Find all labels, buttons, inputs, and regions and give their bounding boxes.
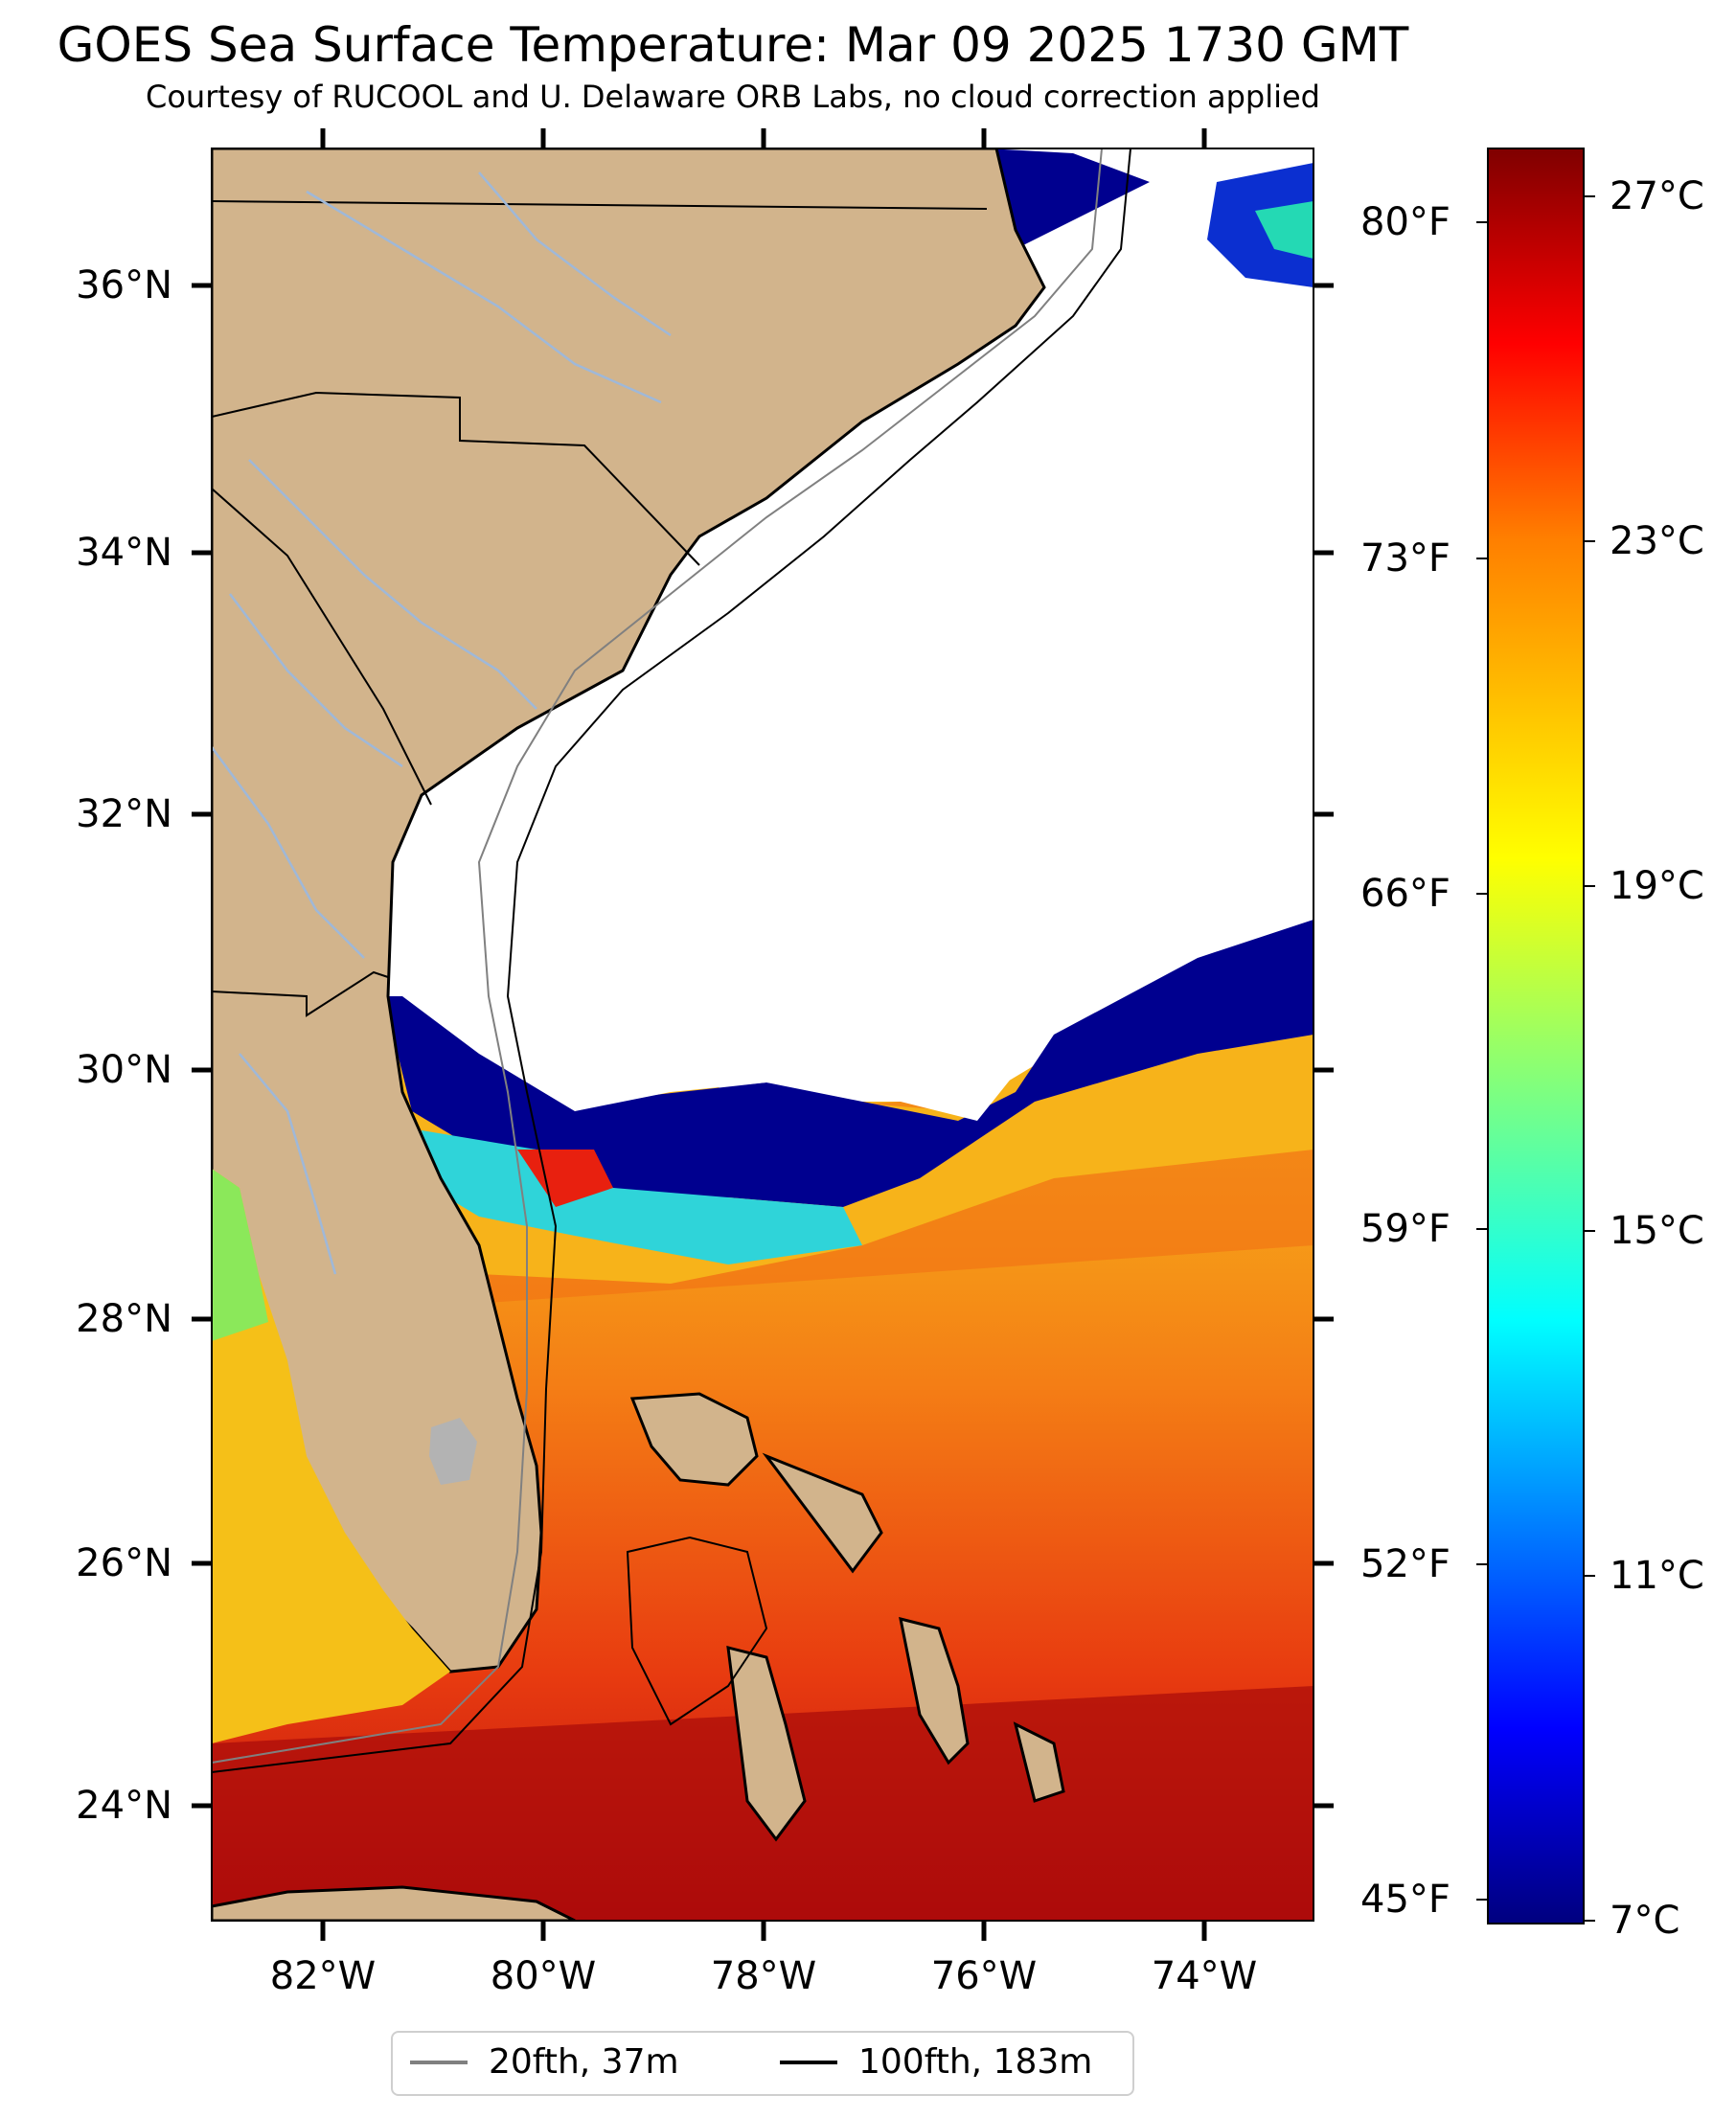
colorbar-c-label-27: 27°C xyxy=(1610,174,1704,218)
lon-ticks xyxy=(320,128,1207,1941)
lon-label-78w: 78°W xyxy=(710,1954,817,1998)
colorbar-f-label-59: 59°F xyxy=(1360,1207,1450,1251)
legend-label-100fth: 100fth, 183m xyxy=(858,2042,1093,2082)
lat-label-36n: 36°N xyxy=(76,263,172,307)
no-data-region xyxy=(402,148,1313,1121)
lat-label-32n: 32°N xyxy=(76,792,172,836)
state-border-ga-fl xyxy=(212,970,389,1017)
eleuthera xyxy=(899,1616,970,1765)
colorbar-f-label-52: 52°F xyxy=(1360,1542,1450,1586)
contour-legend: 20fth, 37m 100fth, 183m xyxy=(391,2031,1134,2096)
colorbar-c-label-7: 7°C xyxy=(1610,1899,1680,1943)
contour-100fth xyxy=(212,148,1131,1773)
lon-label-80w: 80°W xyxy=(490,1954,597,1998)
lake-okeechobee xyxy=(429,1418,477,1485)
state-border-va-nc xyxy=(212,200,988,210)
abaco xyxy=(762,1452,883,1574)
gulf-water xyxy=(212,1169,450,1743)
cold-patch-north xyxy=(987,148,1150,249)
warm-eddy xyxy=(517,1150,613,1207)
exuma xyxy=(1013,1721,1065,1803)
map-area xyxy=(212,148,1313,1921)
legend-label-20fth: 20fth, 37m xyxy=(489,2042,679,2082)
lon-label-76w: 76°W xyxy=(930,1954,1038,1998)
colorbar-f-label-73: 73°F xyxy=(1360,536,1450,581)
state-border-nc-sc xyxy=(212,391,700,566)
grand-bahama xyxy=(629,1392,759,1487)
lat-ticks xyxy=(192,283,1334,1809)
lat-label-26n: 26°N xyxy=(76,1541,172,1585)
state-border-sc-ga xyxy=(212,488,432,806)
colorbar-f-label-80: 80°F xyxy=(1360,200,1450,244)
contour-20fth xyxy=(212,148,1103,1764)
colorbar-c-label-19: 19°C xyxy=(1610,864,1704,908)
lat-label-24n: 24°N xyxy=(76,1784,172,1828)
colorbar xyxy=(1487,148,1585,1924)
lon-label-82w: 82°W xyxy=(269,1954,377,1998)
map-subtitle: Courtesy of RUCOOL and U. Delaware ORB L… xyxy=(146,79,1320,115)
legend-item-20fth: 20fth, 37m xyxy=(410,2042,679,2082)
contour-bahamas-bank xyxy=(626,1536,768,1726)
rivers xyxy=(212,171,672,1275)
cold-water-band xyxy=(383,920,1313,1207)
lat-label-28n: 28°N xyxy=(76,1297,172,1341)
cuba-coast xyxy=(212,1885,576,1921)
colorbar-f-label-66: 66°F xyxy=(1360,872,1450,916)
lat-label-30n: 30°N xyxy=(76,1048,172,1092)
colorbar-c-label-15: 15°C xyxy=(1610,1209,1704,1253)
cool-patch-northeast xyxy=(1255,201,1313,259)
colorbar-f-label-45: 45°F xyxy=(1360,1878,1450,1922)
gulf-cool-strip xyxy=(212,1169,268,1341)
colorbar-ticks xyxy=(1476,195,1595,1922)
lat-label-34n: 34°N xyxy=(76,531,172,575)
legend-swatch-100fth xyxy=(780,2060,837,2064)
legend-item-100fth: 100fth, 183m xyxy=(780,2042,1092,2082)
andros xyxy=(726,1646,807,1842)
legend-swatch-20fth xyxy=(410,2060,468,2064)
colorbar-c-label-11: 11°C xyxy=(1610,1554,1704,1598)
cold-patch-northeast xyxy=(1207,163,1313,287)
colorbar-c-label-23: 23°C xyxy=(1610,519,1704,563)
lon-label-74w: 74°W xyxy=(1151,1954,1258,1998)
map-title: GOES Sea Surface Temperature: Mar 09 202… xyxy=(57,17,1409,73)
